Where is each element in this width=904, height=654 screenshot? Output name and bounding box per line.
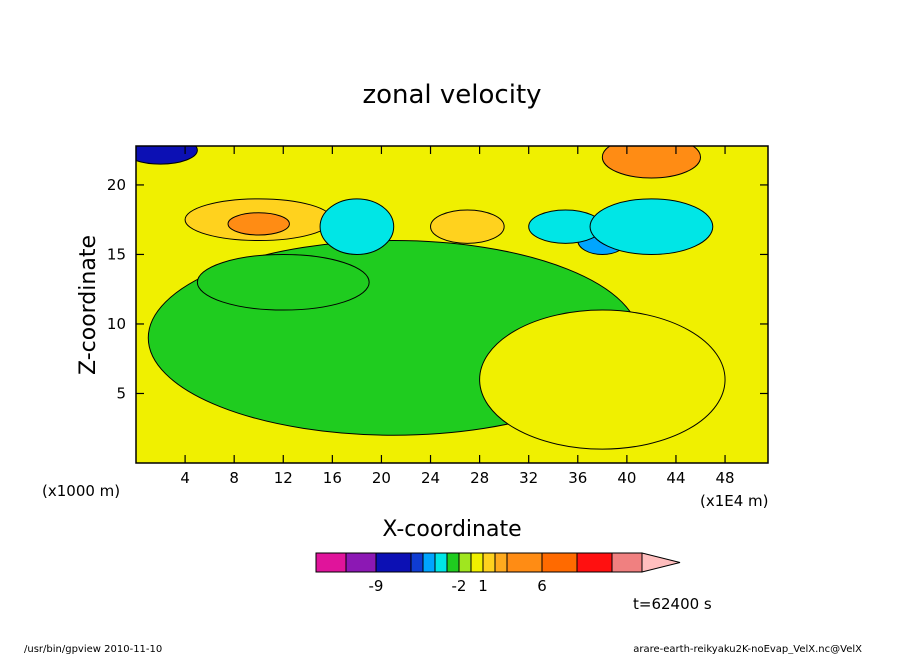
field-region-1 [479,309,726,450]
field-region-7 [430,209,505,244]
colorbar-swatch-0 [315,552,347,573]
field-region-10 [589,198,714,255]
x-tick-label: 4 [180,469,190,487]
x-unit-label: (x1E4 m) [700,492,769,510]
y-tick-label: 15 [107,245,126,263]
colorbar-swatch-12 [541,552,578,573]
x-tick-label: 24 [421,469,440,487]
field-region-12 [136,146,198,165]
x-tick-label: 40 [617,469,636,487]
colorbar-swatch-7 [458,552,472,573]
field-region-2 [196,253,370,311]
field-region-5 [319,198,395,255]
colorbar-extend [641,552,681,573]
colorbar-label: 6 [537,577,547,595]
colorbar-swatch-6 [446,552,460,573]
x-tick-label: 48 [716,469,735,487]
x-axis-label: X-coordinate [382,517,521,542]
file-note: arare-earth-reikyaku2K-noEvap_VelX.nc@Ve… [633,644,862,654]
y-tick-label: 10 [107,315,126,333]
field-region-11 [601,146,701,179]
chart-title: zonal velocity [362,80,541,110]
colorbar-swatch-8 [470,552,484,573]
colorbar-swatch-9 [482,552,496,573]
colorbar-swatch-5 [434,552,448,573]
colorbar-label: -2 [452,577,467,595]
time-label: t=62400 s [633,595,712,613]
colorbar-swatch-11 [506,552,543,573]
colorbar-swatch-1 [345,552,377,573]
x-tick-label: 32 [519,469,538,487]
x-tick-label: 20 [372,469,391,487]
plot-frame [135,145,769,464]
x-tick-label: 44 [666,469,685,487]
colorbar-swatch-10 [494,552,508,573]
y-tick-label: 20 [107,176,126,194]
x-tick-label: 12 [274,469,293,487]
x-tick-label: 16 [323,469,342,487]
x-tick-label: 36 [568,469,587,487]
field-region-4 [227,212,290,236]
colorbar-swatch-14 [611,552,643,573]
colorbar-swatch-4 [422,552,436,573]
colorbar-label: -9 [369,577,384,595]
colorbar: -9 -2 1 6 [315,552,681,595]
y-axis-label: Z-coordinate [76,235,101,375]
colorbar-label: 1 [478,577,488,595]
y-unit-label: (x1000 m) [42,482,120,500]
colorbar-swatch-2 [375,552,412,573]
source-note: /usr/bin/gpview 2010-11-10 [24,644,162,654]
colorbar-swatch-13 [576,552,613,573]
x-tick-label: 8 [229,469,239,487]
x-tick-label: 28 [470,469,489,487]
field-regions [136,146,726,450]
colorbar-swatch-3 [410,552,424,573]
y-tick-label: 5 [116,384,126,402]
